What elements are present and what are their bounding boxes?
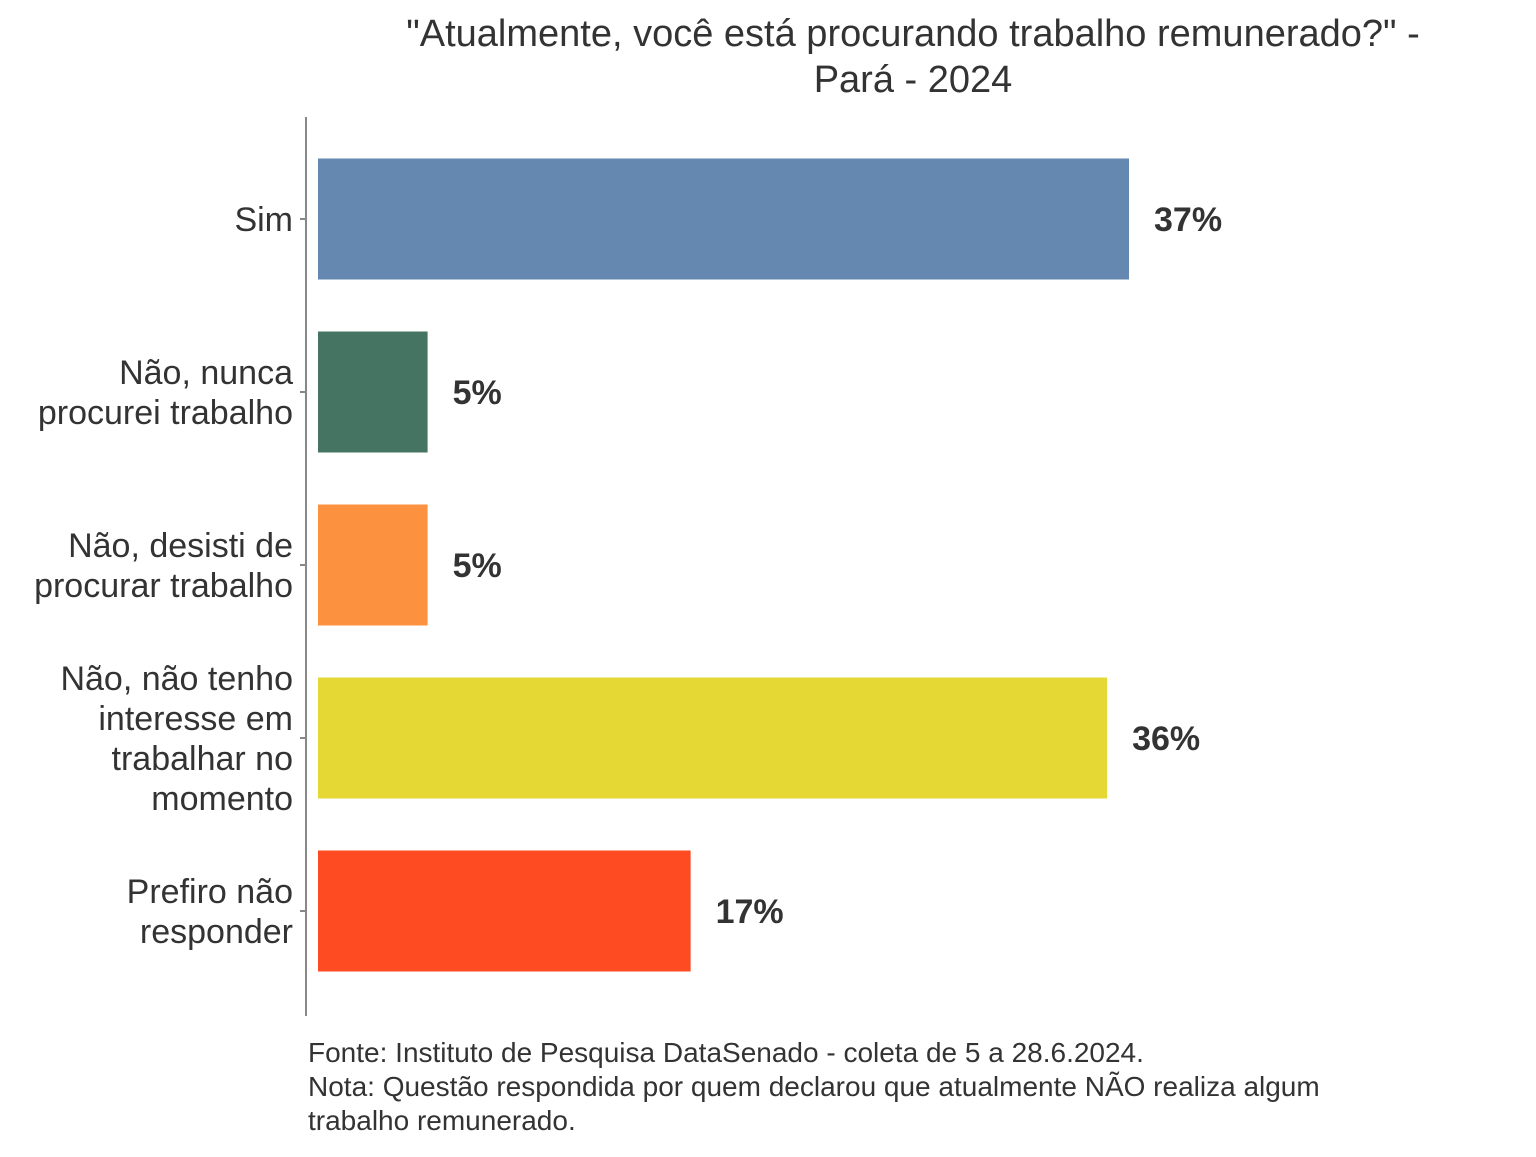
data-label: 17% <box>716 893 784 931</box>
data-label: 5% <box>453 547 502 585</box>
bar <box>318 331 428 453</box>
data-label: 36% <box>1132 720 1200 758</box>
data-label: 37% <box>1154 201 1222 239</box>
bar <box>318 850 691 972</box>
note-line: Nota: Questão respondida por quem declar… <box>308 1071 1320 1102</box>
bar <box>318 677 1108 799</box>
bar <box>318 504 428 626</box>
y-tick-label: interesse em <box>98 700 293 738</box>
data-label: 5% <box>453 374 502 412</box>
y-tick-label: responder <box>140 913 293 951</box>
bar <box>318 158 1129 280</box>
y-tick-label: Não, não tenho <box>60 660 293 698</box>
chart-title: "Atualmente, você está procurando trabal… <box>406 13 1419 101</box>
chart-title-line: Pará - 2024 <box>814 59 1013 101</box>
y-tick-label: momento <box>151 780 293 818</box>
y-tick-label: procurar trabalho <box>34 567 293 605</box>
note-line: trabalho remunerado. <box>308 1105 576 1136</box>
y-tick-label: Não, nunca <box>119 354 293 392</box>
y-tick-label: Não, desisti de <box>68 527 293 565</box>
source-note: Fonte: Instituto de Pesquisa DataSenado … <box>308 1037 1144 1068</box>
y-tick-label: procurei trabalho <box>38 394 293 432</box>
chart-footer: Fonte: Instituto de Pesquisa DataSenado … <box>308 1037 1320 1136</box>
y-tick-label: trabalhar no <box>112 740 293 778</box>
y-tick-label: Sim <box>234 201 293 239</box>
y-tick-label: Prefiro não <box>127 873 293 911</box>
chart-title-line: "Atualmente, você está procurando trabal… <box>406 13 1419 55</box>
